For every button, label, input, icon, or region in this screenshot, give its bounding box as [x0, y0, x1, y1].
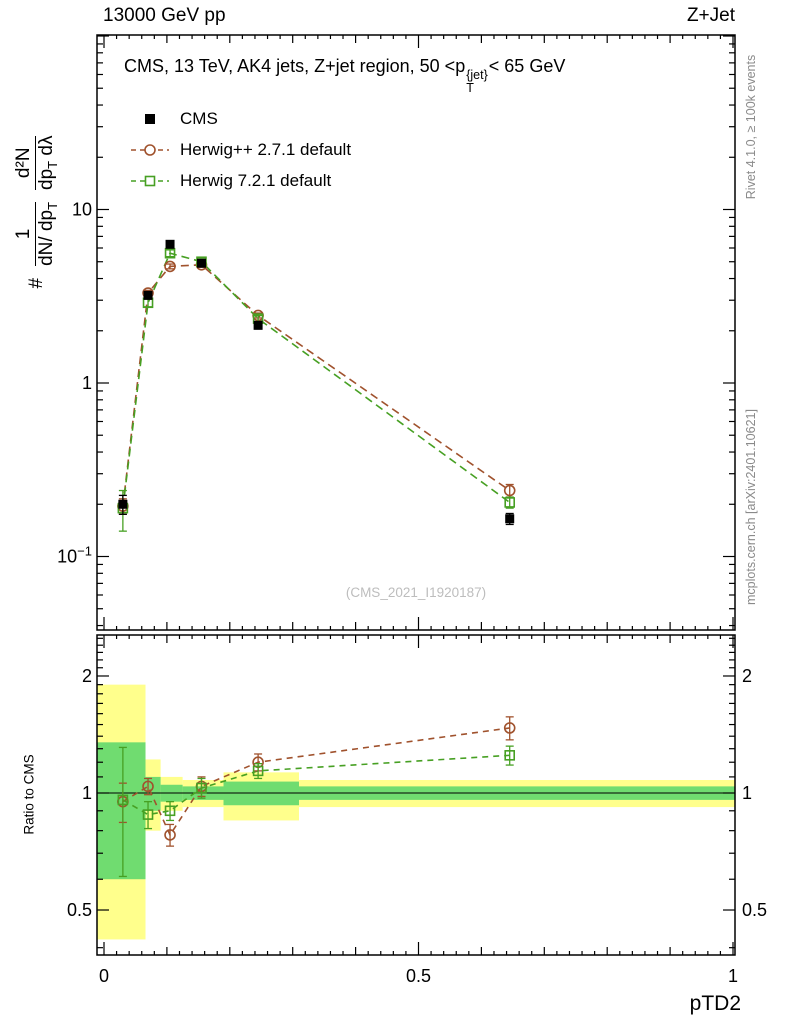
plot-title: CMS, 13 TeV, AK4 jets, Z+jet region, 50 …	[124, 56, 565, 94]
pt-jet-scripts: {jet} T	[466, 69, 488, 94]
frac1-den-text: dN/ dp	[36, 209, 58, 266]
frac1-denominator: dN/ dpT	[36, 201, 61, 266]
mcplots-credit-note: mcplots.cern.ch [arXiv:2401.10621]	[744, 409, 758, 605]
x-axis-label: pTD2	[689, 992, 741, 1015]
frac2-numerator: d²N	[13, 135, 37, 190]
frac1-numerator: 1	[13, 201, 37, 266]
frac2-den-sub: T	[45, 160, 61, 169]
plot-title-suffix: < 65 GeV	[488, 56, 566, 76]
legend: CMS Herwig++ 2.7.1 default Herwig 7.2.1 …	[131, 103, 351, 196]
frac2-denominator: dpT dλ	[36, 135, 61, 190]
frac2-den-tail: dλ	[36, 135, 58, 161]
svg-text:1: 1	[742, 783, 752, 803]
rivet-version-note: Rivet 4.1.0, ≥ 100k events	[744, 54, 758, 200]
svg-text:0.5: 0.5	[742, 900, 767, 920]
svg-text:10−1: 10−1	[57, 544, 92, 567]
svg-text:0: 0	[99, 966, 109, 986]
beam-energy-label: 13000 GeV pp	[103, 5, 226, 26]
svg-text:0.5: 0.5	[67, 900, 92, 920]
process-label: Z+Jet	[686, 5, 735, 26]
legend-item-cms: CMS	[131, 103, 351, 134]
svg-text:1: 1	[728, 966, 738, 986]
legend-label-herwig7: Herwig 7.2.1 default	[180, 170, 332, 190]
frac1-den-sub: T	[45, 201, 61, 210]
svg-text:2: 2	[82, 666, 92, 686]
y-axis-label: # 1 dN/ dpT d²N dpT dλ	[13, 42, 61, 382]
legend-item-herwig7: Herwig 7.2.1 default	[131, 165, 351, 196]
plot-title-sup: {jet}	[466, 68, 488, 82]
ratio-axis-label: Ratio to CMS	[21, 754, 37, 835]
analysis-id-watermark: (CMS_2021_I1920187)	[345, 585, 487, 600]
cms-marker-icon	[131, 110, 169, 128]
svg-text:2: 2	[742, 666, 752, 686]
herwig7-marker-icon	[131, 172, 169, 190]
legend-label-cms: CMS	[180, 108, 218, 128]
plot-title-sub: T	[466, 80, 474, 95]
frac2-den-text: dp	[36, 168, 58, 190]
svg-text:1: 1	[82, 373, 92, 393]
y-axis-label-frac1: 1 dN/ dpT	[13, 201, 61, 266]
svg-text:0.5: 0.5	[406, 966, 431, 986]
svg-text:10: 10	[72, 200, 92, 220]
y-axis-label-hash: #	[26, 277, 47, 289]
herwigpp-marker-icon	[131, 141, 169, 159]
plot-title-prefix: CMS, 13 TeV, AK4 jets, Z+jet region, 50 …	[124, 56, 466, 76]
y-axis-label-frac2: d²N dpT dλ	[13, 135, 61, 190]
svg-text:1: 1	[82, 783, 92, 803]
legend-label-herwigpp: Herwig++ 2.7.1 default	[180, 139, 352, 159]
legend-item-herwigpp: Herwig++ 2.7.1 default	[131, 134, 351, 165]
